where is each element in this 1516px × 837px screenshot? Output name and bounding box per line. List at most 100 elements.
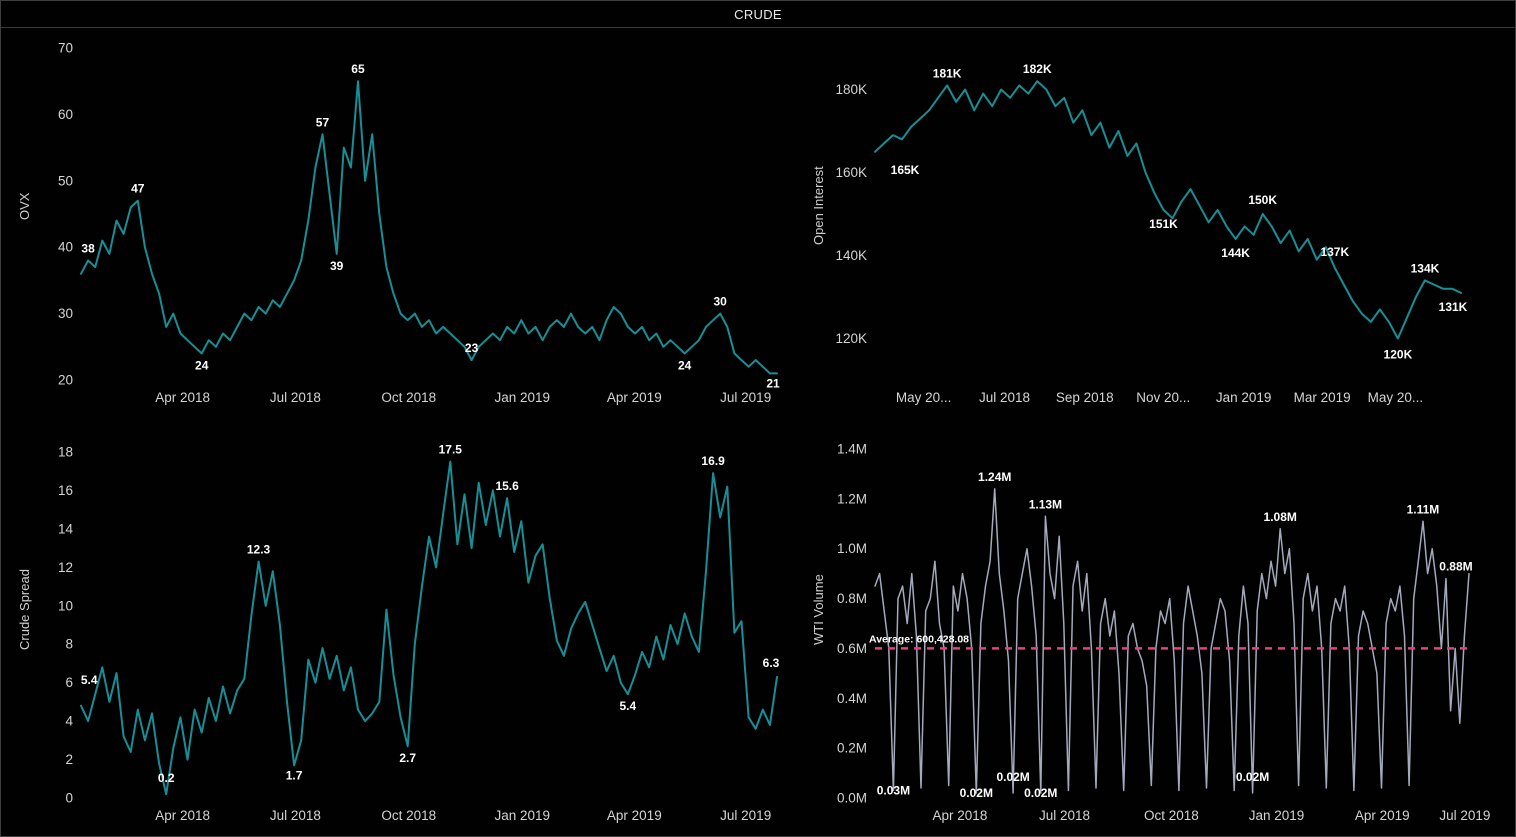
svg-text:Jan 2019: Jan 2019 — [1216, 390, 1272, 405]
svg-text:12: 12 — [58, 560, 73, 575]
svg-text:Apr 2019: Apr 2019 — [607, 808, 662, 823]
svg-text:Jul 2018: Jul 2018 — [1039, 808, 1090, 823]
svg-text:40: 40 — [58, 240, 73, 255]
svg-text:14: 14 — [58, 521, 74, 536]
svg-text:1.24M: 1.24M — [978, 470, 1011, 484]
crude-spread-line-chart[interactable]: 0 2 4 6 8 10 12 14 16 18 Apr 2018 Jul 2018 Oct 2018 J… — [1, 432, 795, 836]
svg-text:17.5: 17.5 — [439, 443, 463, 457]
svg-text:0.4M: 0.4M — [837, 691, 867, 706]
svg-text:4: 4 — [65, 714, 73, 729]
svg-text:0.2: 0.2 — [158, 771, 175, 785]
svg-text:137K: 137K — [1320, 245, 1349, 259]
svg-text:5.4: 5.4 — [81, 673, 98, 687]
svg-text:5.4: 5.4 — [620, 699, 637, 713]
svg-text:50: 50 — [58, 173, 73, 188]
svg-text:39: 39 — [330, 259, 344, 273]
svg-text:0.0M: 0.0M — [837, 791, 867, 806]
svg-text:Jul 2019: Jul 2019 — [720, 808, 771, 823]
svg-text:10: 10 — [58, 598, 73, 613]
panel-ovx: OVX 20 30 40 50 60 70 Apr 2018 Jul 2018 Oct 2018… — [1, 28, 795, 432]
svg-text:May 20...: May 20... — [1368, 390, 1424, 405]
svg-text:18: 18 — [58, 445, 73, 460]
svg-text:150K: 150K — [1248, 193, 1277, 207]
svg-text:0.8M: 0.8M — [837, 591, 867, 606]
svg-text:144K: 144K — [1221, 246, 1250, 260]
panel-wti-volume: WTI Volume 0.0M 0.2M 0.4M 0.6M 0.8M 1.0M 1.2M 1… — [795, 432, 1515, 836]
svg-text:1.0M: 1.0M — [837, 541, 867, 556]
svg-text:Jul 2018: Jul 2018 — [270, 390, 321, 405]
svg-text:120K: 120K — [835, 331, 867, 346]
svg-text:Nov 20...: Nov 20... — [1136, 390, 1190, 405]
svg-text:1.11M: 1.11M — [1407, 502, 1440, 516]
svg-text:Jul 2019: Jul 2019 — [1439, 808, 1490, 823]
page-title: CRUDE — [734, 6, 782, 22]
svg-text:0.2M: 0.2M — [837, 741, 867, 756]
svg-text:Oct 2018: Oct 2018 — [381, 808, 436, 823]
svg-text:180K: 180K — [835, 82, 867, 97]
svg-text:0.02M: 0.02M — [1236, 770, 1269, 784]
svg-text:30: 30 — [58, 306, 73, 321]
svg-text:70: 70 — [58, 41, 73, 56]
svg-text:2: 2 — [65, 752, 73, 767]
panel-open-interest: Open Interest 120K 140K 160K 180K May 20... J… — [795, 28, 1515, 432]
svg-text:Apr 2018: Apr 2018 — [933, 808, 988, 823]
svg-text:Jul 2018: Jul 2018 — [979, 390, 1030, 405]
svg-text:16.9: 16.9 — [701, 454, 725, 468]
dashboard-title-bar: CRUDE — [1, 1, 1515, 28]
svg-text:20: 20 — [58, 373, 73, 388]
svg-text:Apr 2018: Apr 2018 — [155, 390, 210, 405]
svg-text:Apr 2019: Apr 2019 — [607, 390, 662, 405]
svg-text:0.03M: 0.03M — [877, 784, 910, 798]
svg-text:151K: 151K — [1149, 217, 1178, 231]
svg-text:Jul 2018: Jul 2018 — [270, 808, 321, 823]
wti-volume-line-chart[interactable]: 0.0M 0.2M 0.4M 0.6M 0.8M 1.0M 1.2M 1.4M Apr 2018… — [795, 432, 1515, 836]
svg-text:140K: 140K — [835, 248, 867, 263]
svg-text:Oct 2018: Oct 2018 — [381, 390, 436, 405]
svg-text:6: 6 — [65, 675, 73, 690]
svg-text:Jul 2019: Jul 2019 — [720, 390, 771, 405]
svg-text:182K: 182K — [1023, 62, 1052, 76]
svg-text:120K: 120K — [1384, 348, 1413, 362]
svg-text:0: 0 — [65, 791, 73, 806]
svg-text:134K: 134K — [1411, 261, 1440, 275]
svg-text:47: 47 — [131, 182, 145, 196]
svg-text:131K: 131K — [1439, 300, 1468, 314]
ovx-line-chart[interactable]: 20 30 40 50 60 70 Apr 2018 Jul 2018 Oct 2018 Jan … — [1, 28, 795, 432]
svg-text:12.3: 12.3 — [247, 543, 271, 557]
svg-text:0.02M: 0.02M — [996, 770, 1029, 784]
svg-text:38: 38 — [81, 241, 95, 255]
svg-text:Average: 600,428.08: Average: 600,428.08 — [869, 633, 969, 645]
svg-text:Jan 2019: Jan 2019 — [1249, 808, 1305, 823]
svg-text:1.13M: 1.13M — [1029, 497, 1062, 511]
svg-text:57: 57 — [316, 115, 330, 129]
svg-text:160K: 160K — [835, 165, 867, 180]
svg-text:1.2M: 1.2M — [837, 491, 867, 506]
svg-text:165K: 165K — [891, 163, 920, 177]
svg-text:1.4M: 1.4M — [837, 442, 867, 457]
svg-text:Mar 2019: Mar 2019 — [1294, 390, 1351, 405]
svg-text:8: 8 — [65, 637, 73, 652]
svg-text:15.6: 15.6 — [495, 479, 519, 493]
svg-text:0.02M: 0.02M — [1024, 786, 1057, 800]
svg-text:23: 23 — [465, 341, 479, 355]
chart-grid: OVX 20 30 40 50 60 70 Apr 2018 Jul 2018 Oct 2018… — [1, 28, 1515, 836]
svg-text:Sep 2018: Sep 2018 — [1056, 390, 1114, 405]
panel-crude-spread: Crude Spread 0 2 4 6 8 10 12 14 16 18 Apr 2018 Jul … — [1, 432, 795, 836]
svg-text:0.02M: 0.02M — [960, 786, 993, 800]
svg-text:6.3: 6.3 — [763, 656, 780, 670]
svg-text:Jan 2019: Jan 2019 — [494, 390, 550, 405]
svg-text:Apr 2019: Apr 2019 — [1355, 808, 1410, 823]
svg-text:2.7: 2.7 — [399, 751, 416, 765]
svg-text:21: 21 — [766, 376, 780, 390]
open-interest-line-chart[interactable]: 120K 140K 160K 180K May 20... Jul 2018 Sep 201… — [795, 28, 1515, 432]
svg-text:181K: 181K — [933, 66, 962, 80]
svg-text:May 20...: May 20... — [896, 390, 952, 405]
svg-text:Jan 2019: Jan 2019 — [494, 808, 550, 823]
svg-text:0.88M: 0.88M — [1439, 560, 1472, 574]
svg-text:1.08M: 1.08M — [1264, 510, 1297, 524]
svg-text:30: 30 — [714, 295, 728, 309]
svg-text:60: 60 — [58, 107, 73, 122]
svg-text:24: 24 — [678, 358, 692, 372]
svg-text:65: 65 — [351, 62, 365, 76]
